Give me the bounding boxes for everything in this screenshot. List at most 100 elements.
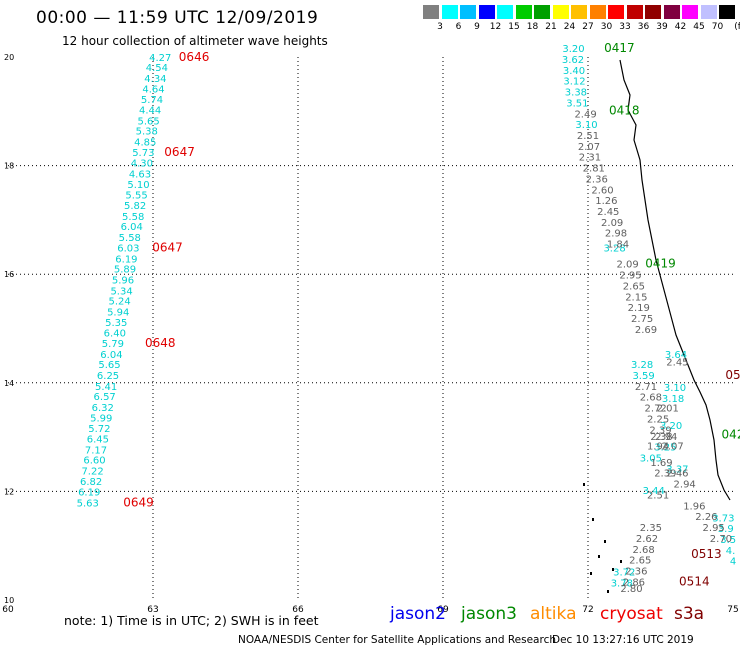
y-tick-labels: 10 12 14 16 18 20	[4, 53, 14, 605]
island-mark	[592, 518, 594, 521]
value-label: 4.54	[146, 63, 168, 74]
value-label: 4.27	[149, 53, 171, 64]
scale-swatch	[497, 5, 513, 19]
value-label: 2.86	[623, 577, 645, 588]
scale-label: 27	[582, 22, 594, 32]
satellite-legend-item: jason2	[390, 604, 446, 624]
value-label: 5.55	[125, 191, 147, 202]
y-tick-label: 18	[4, 162, 14, 171]
scale-swatch	[608, 5, 624, 19]
value-label: 6.40	[104, 329, 126, 340]
satellite-legend-item: cryosat	[600, 604, 663, 624]
scale-swatch	[700, 5, 717, 19]
value-label: 3.40	[563, 66, 585, 77]
value-label: 2.45	[666, 357, 688, 368]
value-label: 2.75	[631, 314, 653, 325]
value-label: 5.99	[90, 413, 112, 424]
value-label: 3.10	[575, 120, 597, 131]
value-label: 6.82	[80, 477, 102, 488]
value-label: 0649	[123, 496, 154, 510]
value-label: 1.69	[650, 458, 672, 469]
scale-swatch	[478, 5, 495, 19]
value-label: 2.98	[605, 229, 627, 240]
value-label: 2.15	[625, 292, 647, 303]
value-label: 5.94	[107, 307, 129, 318]
scale-swatch	[552, 5, 569, 19]
y-tick-label: 16	[4, 270, 14, 279]
value-label: 6.04	[121, 222, 143, 233]
scale-label: 39	[656, 22, 668, 32]
timestamp-text: Dec 10 13:27:16 UTC 2019	[552, 634, 694, 646]
chart-subtitle: 12 hour collection of altimeter wave hei…	[62, 34, 328, 48]
scale-swatch	[645, 5, 661, 19]
value-label: 2.62	[636, 534, 658, 545]
value-label: 5.34	[110, 286, 132, 297]
value-label: 6.03	[117, 243, 139, 254]
value-label: 1.94	[647, 442, 669, 453]
value-label: 0513	[691, 547, 722, 561]
value-label: 5.65	[98, 360, 120, 371]
coastline	[583, 59, 731, 593]
value-label: 2.39	[654, 469, 676, 480]
value-label: 6.45	[87, 435, 109, 446]
value-label: 0419	[645, 257, 676, 271]
value-label: 3.25	[654, 443, 676, 454]
value-label: 3.38	[565, 88, 587, 99]
value-label: 2.69	[635, 325, 657, 336]
scale-swatch	[534, 5, 550, 19]
value-label: 2.94	[674, 480, 696, 491]
x-tick-label: 69	[437, 605, 449, 615]
value-label: 2.31	[579, 153, 601, 164]
y-tick-label: 12	[4, 487, 14, 496]
value-label: 4.85	[134, 138, 156, 149]
value-label: 5.24	[109, 297, 131, 308]
scale-swatch	[663, 5, 680, 19]
value-label: 3.20	[562, 44, 584, 55]
value-label: 2.60	[591, 185, 613, 196]
value-label: 3.44	[643, 486, 665, 497]
value-label: 5.82	[124, 201, 146, 212]
scale-label: 18	[526, 22, 539, 32]
scale-label: 15	[508, 22, 520, 32]
scale-swatch	[589, 5, 606, 19]
value-label: 5.35	[105, 318, 127, 329]
value-label: 2.09	[617, 260, 639, 271]
scale-label: 33	[619, 22, 631, 32]
value-label: 2.36	[625, 566, 647, 577]
value-label: 1.26	[595, 196, 617, 207]
value-label: 3.72	[613, 568, 635, 579]
value-label: 5.41	[95, 382, 117, 393]
value-label: 3.51	[566, 98, 588, 109]
value-label: 2.38	[650, 432, 672, 443]
value-label: 4	[730, 557, 736, 568]
value-label: 2.65	[629, 556, 651, 567]
value-label: 3.12	[563, 77, 585, 88]
value-label: 2.65	[623, 281, 645, 292]
value-label: 7.17	[85, 445, 107, 456]
scale-label: 6	[455, 22, 462, 32]
value-label: 2.94	[655, 432, 677, 443]
island-mark	[612, 568, 614, 571]
value-label: 3.05	[640, 454, 662, 465]
value-label: 5.73	[132, 148, 154, 159]
value-label: 2.68	[632, 545, 654, 556]
value-label: 3.18	[662, 394, 684, 405]
value-label: 6.19	[115, 254, 137, 265]
scale-label: 9	[474, 22, 480, 32]
value-label: 3.28	[603, 243, 625, 254]
value-label: 7.22	[81, 467, 103, 478]
value-label: 5.65	[138, 116, 160, 127]
value-label: 5.96	[112, 275, 134, 286]
value-label: 6.04	[100, 350, 122, 361]
value-label: 5.58	[122, 212, 144, 223]
value-label: 0648	[145, 336, 176, 350]
value-label: 5.74	[141, 95, 163, 106]
credit-text: NOAA/NESDIS Center for Satellite Applica…	[238, 634, 556, 646]
x-tick-label: 60	[2, 605, 14, 615]
value-label: 6.60	[83, 456, 105, 467]
scale-unit: (ft)	[734, 22, 740, 32]
value-label: 4.30	[131, 159, 153, 170]
value-label: 2.51	[647, 490, 669, 501]
chart-title: 00:00 — 11:59 UTC 12/09/2019	[36, 8, 319, 28]
value-label: 2.09	[601, 218, 623, 229]
